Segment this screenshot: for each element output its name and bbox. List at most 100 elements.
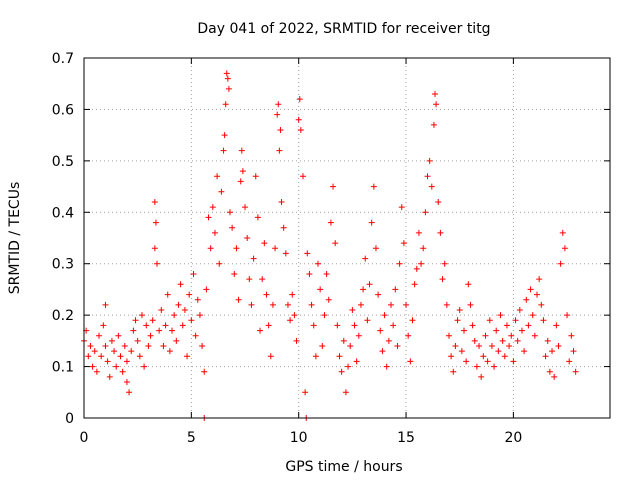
x-axis-label: GPS time / hours bbox=[285, 459, 402, 475]
data-point bbox=[136, 353, 143, 360]
data-point bbox=[216, 260, 223, 267]
data-point bbox=[265, 322, 272, 329]
data-point bbox=[430, 121, 437, 128]
data-point bbox=[443, 301, 450, 308]
data-point bbox=[169, 327, 176, 334]
data-point bbox=[222, 101, 229, 108]
data-point bbox=[113, 363, 120, 370]
data-point bbox=[435, 199, 442, 205]
data-point bbox=[396, 260, 403, 267]
data-point bbox=[175, 301, 182, 308]
data-point bbox=[531, 332, 538, 339]
data-point bbox=[388, 301, 395, 308]
data-point bbox=[267, 353, 274, 360]
data-point bbox=[353, 358, 360, 365]
data-point bbox=[355, 332, 362, 339]
data-point bbox=[306, 271, 313, 277]
data-point bbox=[340, 337, 347, 344]
data-point bbox=[115, 332, 122, 339]
data-point bbox=[160, 343, 167, 349]
data-point bbox=[325, 296, 332, 303]
data-point bbox=[549, 348, 556, 355]
data-point bbox=[518, 327, 525, 334]
data-point bbox=[257, 327, 264, 334]
data-point bbox=[351, 322, 358, 329]
data-point bbox=[553, 322, 560, 329]
data-point bbox=[383, 363, 390, 370]
data-point bbox=[420, 245, 427, 252]
data-point bbox=[205, 214, 212, 221]
data-point bbox=[282, 250, 289, 257]
data-point bbox=[471, 337, 478, 344]
data-point bbox=[538, 301, 545, 308]
data-point bbox=[488, 343, 495, 349]
data-point bbox=[403, 301, 410, 308]
data-point bbox=[147, 332, 154, 339]
data-point bbox=[102, 343, 109, 349]
data-point bbox=[218, 188, 225, 195]
data-point bbox=[166, 348, 173, 355]
data-point bbox=[151, 199, 158, 205]
data-point bbox=[456, 307, 463, 313]
data-point bbox=[368, 219, 375, 226]
data-point bbox=[366, 281, 373, 288]
data-points bbox=[81, 70, 579, 421]
data-point bbox=[439, 276, 446, 283]
data-point bbox=[411, 281, 418, 288]
data-point bbox=[87, 343, 94, 349]
data-point bbox=[284, 301, 291, 308]
data-point bbox=[512, 317, 519, 324]
data-point bbox=[432, 91, 439, 97]
data-point bbox=[478, 373, 485, 380]
y-tick-label: 0.5 bbox=[52, 154, 74, 170]
x-tick-label: 10 bbox=[290, 430, 308, 446]
data-point bbox=[123, 379, 130, 385]
data-point bbox=[121, 343, 128, 349]
x-tick-label: 5 bbox=[187, 430, 196, 446]
data-point bbox=[231, 271, 238, 277]
data-point bbox=[179, 322, 186, 329]
data-point bbox=[91, 348, 98, 355]
data-point bbox=[415, 229, 422, 236]
data-point bbox=[190, 271, 197, 277]
data-point bbox=[108, 337, 115, 344]
data-point bbox=[493, 327, 500, 334]
data-point bbox=[480, 353, 487, 360]
data-point bbox=[225, 85, 232, 92]
data-point bbox=[407, 358, 414, 365]
data-point bbox=[132, 317, 139, 324]
data-point bbox=[334, 322, 341, 329]
data-point bbox=[158, 307, 165, 313]
data-point bbox=[372, 245, 379, 252]
data-point bbox=[506, 343, 513, 349]
y-tick-label: 0.1 bbox=[52, 360, 74, 376]
data-point bbox=[156, 327, 163, 334]
data-point bbox=[424, 173, 431, 180]
data-point bbox=[467, 301, 474, 308]
y-tick-label: 0.6 bbox=[52, 102, 74, 118]
data-point bbox=[308, 301, 315, 308]
data-point bbox=[342, 389, 349, 396]
data-point bbox=[151, 245, 158, 252]
data-point bbox=[289, 291, 296, 298]
data-point bbox=[186, 291, 193, 298]
data-point bbox=[495, 348, 502, 355]
data-point bbox=[514, 337, 521, 344]
data-point bbox=[392, 286, 399, 293]
data-point bbox=[173, 337, 180, 344]
data-point bbox=[400, 240, 407, 247]
y-tick-label: 0.3 bbox=[52, 257, 74, 273]
data-point bbox=[315, 260, 322, 267]
data-point bbox=[454, 317, 461, 324]
data-point bbox=[568, 332, 575, 339]
data-point bbox=[209, 204, 216, 211]
data-point bbox=[259, 276, 266, 283]
data-point bbox=[261, 240, 268, 247]
data-point bbox=[302, 389, 309, 396]
data-point bbox=[100, 322, 107, 329]
x-tick-label: 15 bbox=[397, 430, 415, 446]
data-point bbox=[248, 301, 255, 308]
data-point bbox=[85, 353, 92, 360]
data-point bbox=[542, 353, 549, 360]
data-point bbox=[117, 353, 124, 360]
